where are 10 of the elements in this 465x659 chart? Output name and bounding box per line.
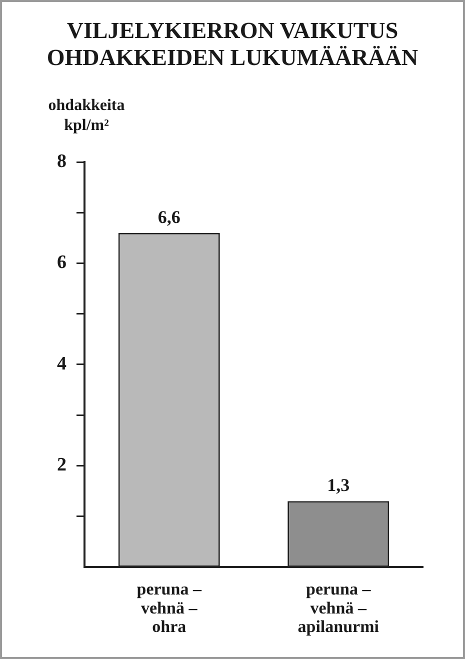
x-tick-label: peruna – vehnä – ohra xyxy=(136,580,202,636)
y-tick-label: 2 xyxy=(57,454,66,476)
chart-title: VILJELYKIERRON VAIKUTUS OHDAKKEIDEN LUKUMÄÄRÄÄN xyxy=(46,18,418,70)
y-tick-label: 8 xyxy=(57,150,66,172)
data-label: 1,3 xyxy=(327,475,350,496)
y-tick-label: 6 xyxy=(57,252,66,274)
y-axis-title: ohdakkeita kpl/m² xyxy=(48,97,125,134)
data-label: 6,6 xyxy=(158,206,180,227)
y-tick-label: 4 xyxy=(57,353,67,374)
x-tick-label: peruna – vehnä – apilanurmi xyxy=(298,580,380,636)
